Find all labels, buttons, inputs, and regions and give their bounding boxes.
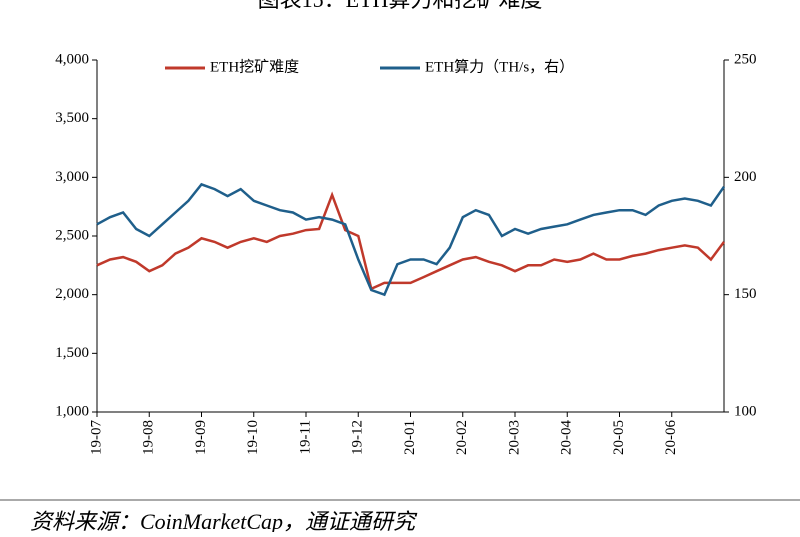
data-line	[96, 182, 726, 297]
y-tick-label: 4,000	[55, 51, 89, 67]
source-note: 资料来源：CoinMarketCap，通证通研究	[30, 509, 418, 532]
x-tick-label: 19-09	[193, 420, 209, 455]
x-tick-label: 19-07	[88, 420, 104, 455]
y-tick-label: 2,000	[55, 286, 89, 302]
x-tick-label: 20-05	[611, 420, 627, 455]
legend-label: ETH算力（TH/s，右）	[425, 57, 574, 75]
legend-label: ETH挖矿难度	[210, 58, 299, 75]
y-tick-label: 2,500	[55, 227, 89, 243]
x-tick-label: 19-11	[297, 420, 313, 454]
x-tick-label: 20-02	[454, 420, 470, 455]
data-line	[96, 191, 726, 291]
x-tick-label: 20-06	[663, 420, 679, 455]
x-tick-label: 20-03	[506, 420, 522, 455]
y2-tick-label: 200	[734, 169, 757, 185]
y-tick-label: 1,000	[55, 403, 89, 419]
x-tick-label: 19-10	[245, 420, 261, 455]
y-tick-label: 1,500	[55, 345, 89, 361]
x-tick-label: 20-01	[402, 420, 418, 455]
y2-tick-label: 250	[734, 51, 757, 67]
x-tick-label: 20-04	[559, 420, 575, 455]
x-tick-label: 19-08	[141, 420, 157, 455]
y2-tick-label: 150	[734, 286, 757, 302]
chart-title: 图表15：ETH算力和挖矿难度	[258, 0, 543, 12]
y2-tick-label: 100	[734, 403, 757, 419]
y-tick-label: 3,500	[55, 110, 89, 126]
x-tick-label: 19-12	[350, 420, 366, 455]
y-tick-label: 3,000	[55, 169, 89, 185]
